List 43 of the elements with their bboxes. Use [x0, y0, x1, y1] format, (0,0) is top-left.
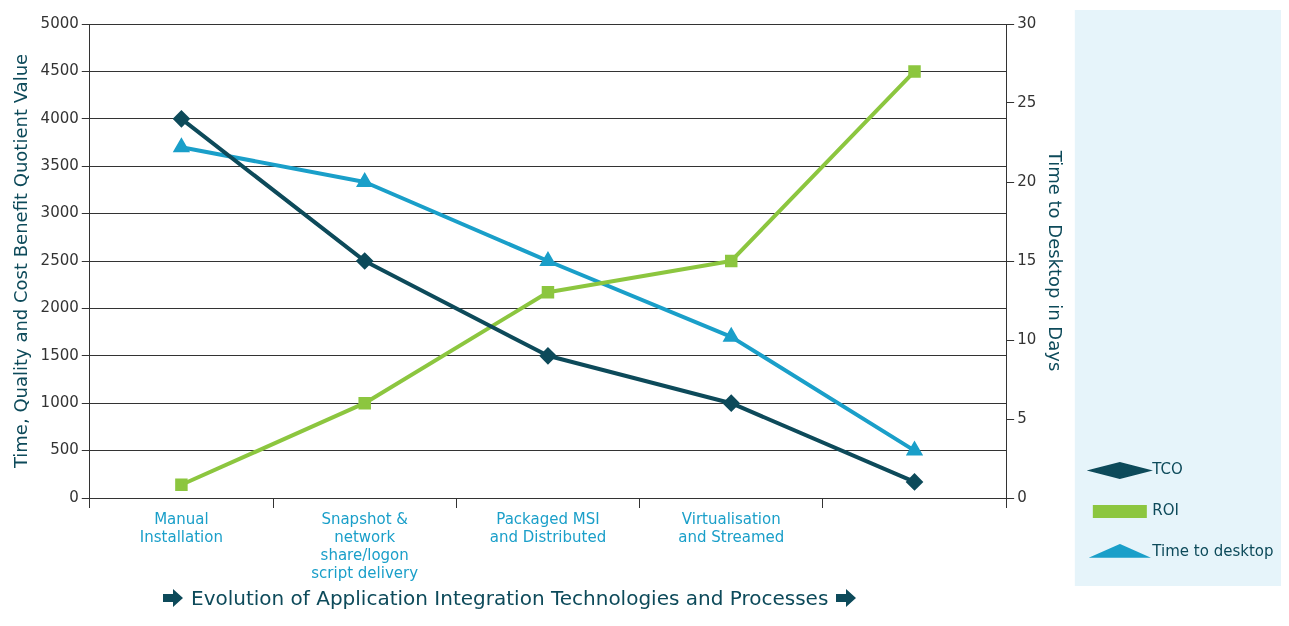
- point: [722, 326, 739, 342]
- point: [539, 347, 556, 364]
- point: [906, 440, 923, 456]
- y2-tick-label: 30: [1017, 13, 1037, 32]
- point: [175, 478, 188, 491]
- point: [356, 253, 373, 269]
- y-axis-title: Time, Quality and Cost Benefit Quotient Value: [10, 53, 32, 470]
- point: [541, 286, 555, 299]
- y-tick-label: 2000: [40, 298, 79, 317]
- point: [358, 396, 371, 410]
- y-tick-label: 4500: [40, 61, 79, 80]
- y-tick-label: 1500: [40, 345, 79, 364]
- legend-label: TCO: [1151, 460, 1183, 479]
- y-tick-label: 2500: [40, 250, 79, 269]
- x-tick-label: Packaged MSI and Distributed: [489, 509, 607, 546]
- x-tick-label: Virtualisation and Streamed: [678, 509, 785, 546]
- x-tick-label: Snapshot & network share/logon script delivery: [311, 509, 419, 582]
- y2-axis-title: Time to Desktop in Days: [1045, 149, 1067, 372]
- legend-label: ROI: [1152, 501, 1179, 520]
- y-tick-label: 1000: [40, 393, 79, 412]
- y2-tick-label: 10: [1017, 329, 1037, 348]
- point: [174, 139, 189, 153]
- point: [724, 254, 738, 268]
- y-tick-label: 5000: [40, 13, 79, 32]
- legend-label: Time to desktop: [1151, 542, 1274, 561]
- y2-tick-label: 15: [1017, 250, 1037, 269]
- point: [357, 174, 372, 187]
- y-tick-label: 0: [69, 487, 79, 506]
- y2-tick-label: 5: [1017, 408, 1027, 427]
- point: [908, 65, 921, 78]
- x-axis-title: Evolution of Application Integration Technologies and Processes: [191, 586, 829, 610]
- y2-tick-label: 20: [1017, 171, 1037, 190]
- point: [723, 395, 740, 412]
- y2-tick-label: 25: [1017, 92, 1037, 111]
- y-tick-label: 3000: [40, 203, 79, 222]
- y-tick-label: 4000: [40, 108, 79, 127]
- y2-tick-label: 0: [1017, 487, 1027, 506]
- point: [540, 253, 556, 266]
- point: [173, 110, 190, 127]
- y-tick-label: 3500: [40, 156, 79, 175]
- point: [906, 473, 923, 490]
- x-tick-label: Manual Installation: [139, 509, 223, 546]
- y-tick-label: 500: [50, 440, 79, 459]
